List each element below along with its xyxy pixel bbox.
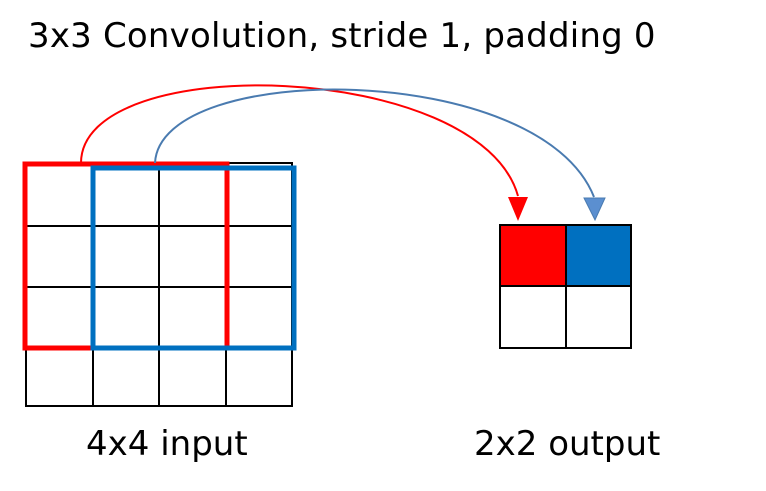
red-kernel-window [22, 161, 230, 351]
blue-arrow-curve [154, 88, 595, 198]
output-cell-red [500, 225, 566, 286]
output-cell-blue [566, 225, 631, 286]
blue-arrowhead-icon [583, 197, 606, 222]
output-caption: 2x2 output [474, 424, 661, 464]
output-grid [499, 224, 632, 349]
red-arrow-curve [80, 84, 519, 197]
input-caption: 4x4 input [86, 424, 248, 464]
input-grid [25, 162, 293, 407]
diagram-title: 3x3 Convolution, stride 1, padding 0 [28, 16, 656, 56]
blue-kernel-window [90, 165, 297, 351]
red-arrowhead-icon [508, 197, 528, 221]
